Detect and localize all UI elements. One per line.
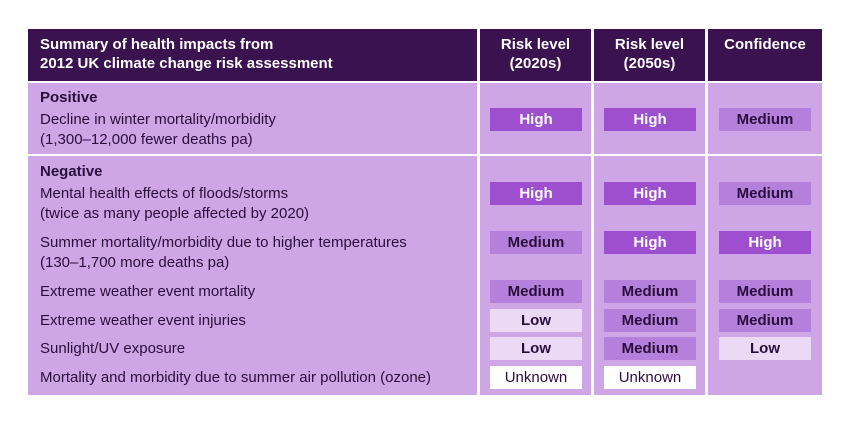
section-divider (28, 154, 822, 156)
risk-badge: High (604, 231, 696, 254)
confidence-badge: Medium (719, 182, 811, 205)
header-title-cell: Summary of health impacts from 2012 UK c… (28, 29, 477, 81)
header-risk-2020s: Risk level (2020s) (480, 29, 591, 81)
row-text-line1: Decline in winter mortality/morbidity (40, 111, 276, 128)
risk-badge: Medium (490, 231, 582, 254)
row-text-line2: (130–1,700 more deaths pa) (40, 254, 230, 271)
confidence-badge: Low (719, 337, 811, 360)
risk-badge: Unknown (604, 366, 696, 389)
row-text-line1: Sunlight/UV exposure (40, 340, 186, 357)
risk-badge: Medium (490, 280, 582, 303)
row-text-line1: Summer mortality/morbidity due to higher… (40, 234, 407, 251)
section-positive-label: Positive (40, 89, 98, 106)
row-text-line2: (twice as many people affected by 2020) (40, 205, 310, 222)
risk-badge: Medium (604, 280, 696, 303)
row-text-line1: Mortality and morbidity due to summer ai… (40, 369, 432, 386)
risk-badge: Medium (604, 309, 696, 332)
section-negative-label: Negative (40, 163, 103, 180)
risk-badge: High (490, 182, 582, 205)
body-column-impact (28, 83, 477, 395)
risk-badge: High (604, 182, 696, 205)
header-risk-2050s-line2: (2050s) (623, 55, 676, 72)
header-confidence-label: Confidence (724, 36, 806, 53)
confidence-badge: Medium (719, 280, 811, 303)
risk-badge: Low (490, 337, 582, 360)
header-risk-2050s-line1: Risk level (614, 36, 685, 53)
risk-badge: Medium (604, 337, 696, 360)
header-title-line1: Summary of health impacts from (40, 36, 274, 53)
header-risk-2020s-line1: Risk level (500, 36, 571, 53)
row-text-line2: (1,300–12,000 fewer deaths pa) (40, 131, 253, 148)
risk-badge: High (604, 108, 696, 131)
risk-badge: High (490, 108, 582, 131)
confidence-badge: High (719, 231, 811, 254)
row-text-line1: Extreme weather event mortality (40, 283, 256, 300)
health-impacts-table: Summary of health impacts from 2012 UK c… (28, 29, 822, 395)
risk-badge: Unknown (490, 366, 582, 389)
header-title-line2: 2012 UK climate change risk assessment (40, 55, 333, 72)
confidence-badge: Medium (719, 108, 811, 131)
header-confidence: Confidence (708, 29, 822, 81)
header-risk-2020s-line2: (2020s) (509, 55, 562, 72)
confidence-badge: Medium (719, 309, 811, 332)
risk-badge: Low (490, 309, 582, 332)
row-text-line1: Extreme weather event injuries (40, 312, 246, 329)
row-text-line1: Mental health effects of floods/storms (40, 185, 289, 202)
header-risk-2050s: Risk level (2050s) (594, 29, 705, 81)
